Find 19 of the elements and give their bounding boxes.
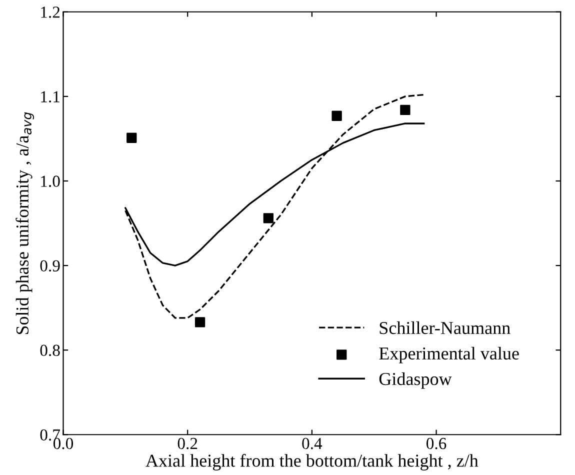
x-tick-label: 0.6 (426, 438, 446, 450)
point (400, 104, 410, 116)
y-tick-label: 1.2 (41, 6, 60, 18)
y-tick-label: 1.0 (41, 176, 60, 187)
y-axis-title: Solid phase uniformity , a/a$_{avg}$ (16, 112, 34, 334)
x-tick-label: 0.4 (302, 438, 322, 450)
legend-label: Experimental value (379, 346, 519, 364)
point (126, 132, 137, 143)
y-tick-label: 1.1 (41, 91, 60, 102)
legend-label: Schiller-Naumann (380, 321, 510, 334)
y-tick-label: 0.9 (40, 260, 60, 272)
point (332, 110, 342, 121)
x-tick-label: 0.2 (178, 438, 198, 450)
point (263, 213, 274, 224)
legend-label: Gidaspow (379, 372, 452, 389)
point (194, 317, 206, 328)
line-series (124, 94, 425, 319)
y-tick-label: 0.8 (40, 344, 60, 356)
x-axis-title: Axial height from the bottom/tank height , z/h (146, 454, 478, 471)
